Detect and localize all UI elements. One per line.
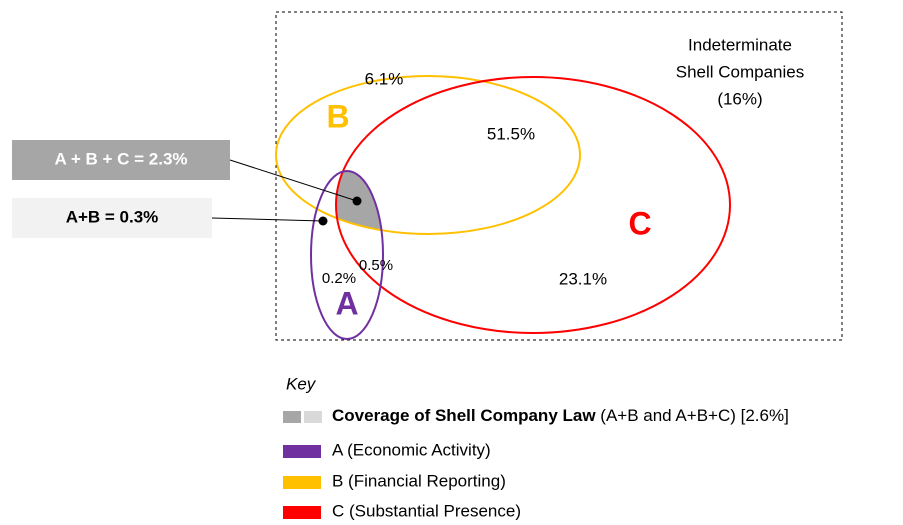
- label-a: A: [335, 285, 358, 321]
- key-title: Key: [286, 374, 317, 393]
- key-bold: Coverage of Shell Company Law: [332, 406, 596, 425]
- key-swatch: [283, 411, 301, 423]
- indeterminate-label: (16%): [717, 89, 762, 108]
- value-b-and-c: 51.5%: [487, 124, 535, 143]
- circle-b: [275, 75, 581, 235]
- key-swatch: [283, 445, 321, 458]
- key-swatch: [283, 506, 321, 519]
- abc-intersection: [336, 171, 383, 234]
- label-b: B: [326, 98, 349, 134]
- circle-a: [310, 170, 384, 340]
- universe-box: [275, 11, 843, 341]
- key-item: Coverage of Shell Company Law (A+B and A…: [332, 406, 789, 425]
- callout-line: [229, 159, 358, 202]
- key-item: C (Substantial Presence): [332, 501, 521, 520]
- label-c: C: [628, 205, 651, 241]
- indeterminate-label: Shell Companies: [676, 62, 805, 81]
- indeterminate-label: Indeterminate: [688, 35, 792, 54]
- key-item: A (Economic Activity): [332, 440, 491, 459]
- value-a-only: 0.2%: [322, 270, 356, 287]
- key-swatch: [304, 411, 322, 423]
- callout-box: [12, 140, 230, 180]
- callout-abc: A + B + C = 2.3%: [54, 149, 187, 168]
- key-swatch: [283, 476, 321, 489]
- value-a-and-c: 0.5%: [359, 257, 393, 274]
- key-text: (A+B and A+B+C) [2.6%]: [596, 406, 789, 425]
- callout-line: [211, 217, 324, 222]
- circle-c: [335, 76, 731, 334]
- key-item: B (Financial Reporting): [332, 471, 506, 490]
- value-b-only: 6.1%: [365, 69, 404, 88]
- callout-dot: [352, 196, 362, 206]
- callout-box: [12, 198, 212, 238]
- callout-ab: A+B = 0.3%: [66, 207, 159, 226]
- callout-dot: [318, 216, 328, 226]
- value-c-only: 23.1%: [559, 269, 607, 288]
